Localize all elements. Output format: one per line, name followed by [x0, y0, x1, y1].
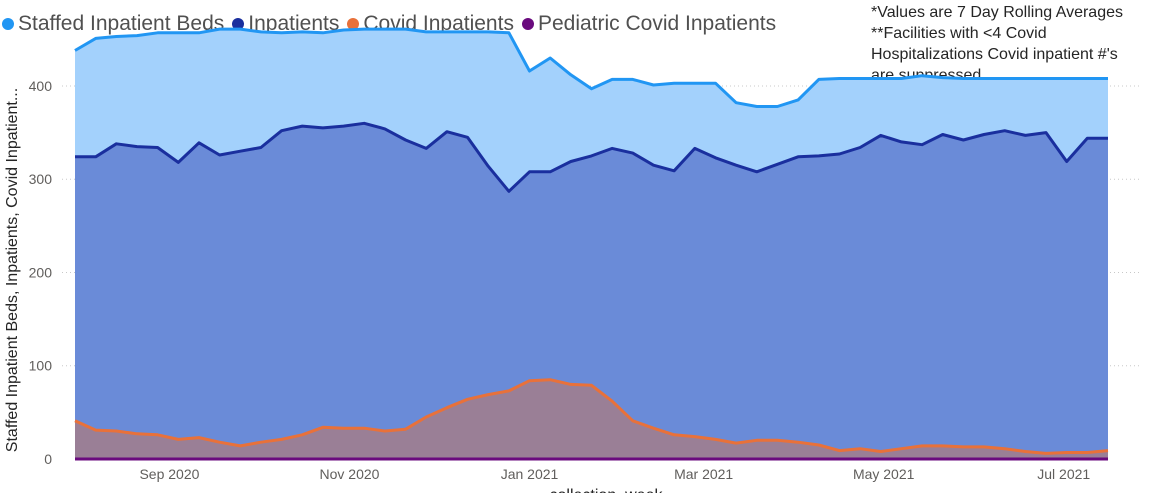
legend-swatch [2, 18, 14, 30]
y-tick-label: 300 [29, 171, 53, 187]
legend-item: Pediatric Covid Inpatients [521, 12, 777, 36]
x-tick-label: May 2021 [853, 466, 915, 482]
chart-legend: Staffed Inpatient Beds Inpatients Covid In… [2, 9, 784, 39]
legend-label: Inpatients [248, 12, 340, 35]
y-tick-label: 400 [29, 78, 53, 94]
x-axis-title: collection_week [550, 487, 664, 493]
legend-label: Pediatric Covid Inpatients [537, 12, 777, 35]
note-line-3: Hospitalizations Covid inpatient #'s [871, 46, 1118, 63]
y-axis-ticks: 0 100 200 300 400 [29, 78, 53, 467]
note-line-2: **Facilities with <4 Covid [871, 25, 1047, 42]
legend-item: Inpatients [232, 12, 339, 36]
series-line [74, 27, 1108, 108]
x-tick-label: Jan 2021 [501, 466, 559, 482]
x-tick-label: Nov 2020 [320, 466, 380, 482]
legend-swatch [232, 18, 245, 30]
y-tick-label: 100 [29, 358, 53, 374]
series-area [75, 379, 1108, 459]
note-line-1: *Values are 7 Day Rolling Averages [871, 4, 1123, 21]
x-tick-label: Mar 2021 [674, 466, 733, 482]
x-tick-label: Jul 2021 [1037, 466, 1090, 482]
note-text: *Values are 7 Day Rolling Averages **Fac… [871, 2, 1151, 86]
series-lines [74, 27, 1109, 461]
legend-swatch [347, 18, 360, 30]
y-tick-label: 200 [29, 264, 53, 280]
y-axis-title: Staffed Inpatient Beds, Inpatients, Covi… [4, 88, 21, 452]
series-areas [75, 29, 1108, 460]
x-tick-label: Sep 2020 [139, 466, 199, 482]
y-tick-label: 0 [44, 451, 52, 467]
series-line [75, 121, 1108, 193]
series-area [75, 123, 1108, 460]
x-axis-ticks: Sep 2020 Nov 2020 Jan 2021 Mar 2021 May 2021… [139, 466, 1090, 482]
legend-swatch [521, 18, 534, 30]
legend-item: Staffed Inpatient Beds [2, 12, 224, 36]
legend-label: Staffed Inpatient Beds [18, 12, 225, 35]
series-line [74, 378, 1109, 455]
